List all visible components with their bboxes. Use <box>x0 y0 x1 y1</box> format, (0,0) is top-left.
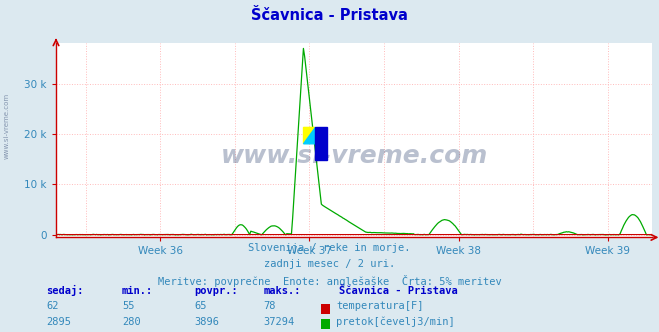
Text: Ščavnica - Pristava: Ščavnica - Pristava <box>251 8 408 23</box>
Text: www.si-vreme.com: www.si-vreme.com <box>3 93 9 159</box>
Polygon shape <box>304 127 316 144</box>
Text: min.:: min.: <box>122 286 153 296</box>
Text: 65: 65 <box>194 301 207 311</box>
Text: temperatura[F]: temperatura[F] <box>336 301 424 311</box>
Text: 3896: 3896 <box>194 317 219 327</box>
Text: 78: 78 <box>264 301 276 311</box>
Text: Ščavnica - Pristava: Ščavnica - Pristava <box>339 286 458 296</box>
Text: povpr.:: povpr.: <box>194 286 238 296</box>
Text: Slovenija / reke in morje.: Slovenija / reke in morje. <box>248 243 411 253</box>
Text: zadnji mesec / 2 uri.: zadnji mesec / 2 uri. <box>264 259 395 269</box>
Text: maks.:: maks.: <box>264 286 301 296</box>
Text: www.si-vreme.com: www.si-vreme.com <box>221 144 488 168</box>
Text: Meritve: povprečne  Enote: anglešaške  Črta: 5% meritev: Meritve: povprečne Enote: anglešaške Črt… <box>158 275 501 287</box>
Text: 2895: 2895 <box>46 317 71 327</box>
Polygon shape <box>304 127 316 144</box>
Text: pretok[čevelj3/min]: pretok[čevelj3/min] <box>336 316 455 327</box>
Text: 62: 62 <box>46 301 59 311</box>
Bar <box>316 127 328 160</box>
Text: 280: 280 <box>122 317 140 327</box>
Text: 37294: 37294 <box>264 317 295 327</box>
Text: 55: 55 <box>122 301 134 311</box>
Text: sedaj:: sedaj: <box>46 285 84 296</box>
